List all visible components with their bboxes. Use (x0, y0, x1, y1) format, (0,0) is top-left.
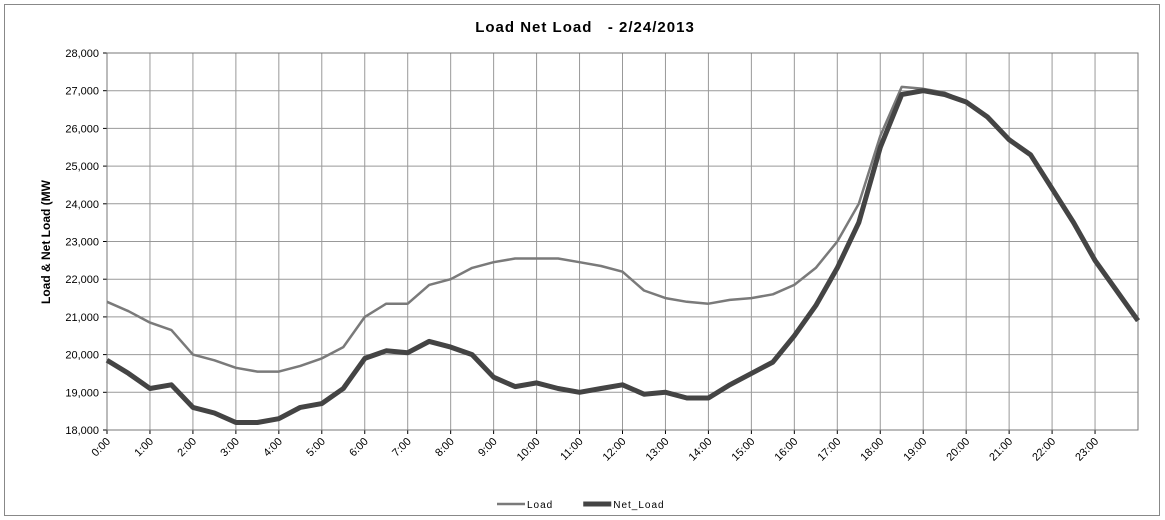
y-tick-label: 22,000 (65, 274, 99, 286)
y-tick-label: 18,000 (65, 425, 99, 437)
plot-border (106, 52, 1139, 431)
y-tick-label: 20,000 (65, 350, 99, 362)
y-tick-label: 23,000 (65, 237, 99, 249)
y-tick-label: 21,000 (65, 312, 99, 324)
y-axis-label: Load & Net Load (MW (39, 179, 53, 304)
y-tick-label: 27,000 (65, 86, 99, 98)
chart-title: Load Net Load - 2/24/2013 (475, 19, 695, 36)
y-tick-label: 28,000 (65, 48, 99, 60)
y-tick-label: 25,000 (65, 161, 99, 173)
y-tick-label: 24,000 (65, 199, 99, 211)
series-line (105, 88, 1141, 425)
chart-frame (4, 4, 1160, 516)
y-tick-label: 26,000 (65, 123, 99, 135)
y-tick-label: 19,000 (65, 387, 99, 399)
legend-label: Net_Load (613, 500, 664, 511)
legend-label: Load (527, 500, 553, 511)
